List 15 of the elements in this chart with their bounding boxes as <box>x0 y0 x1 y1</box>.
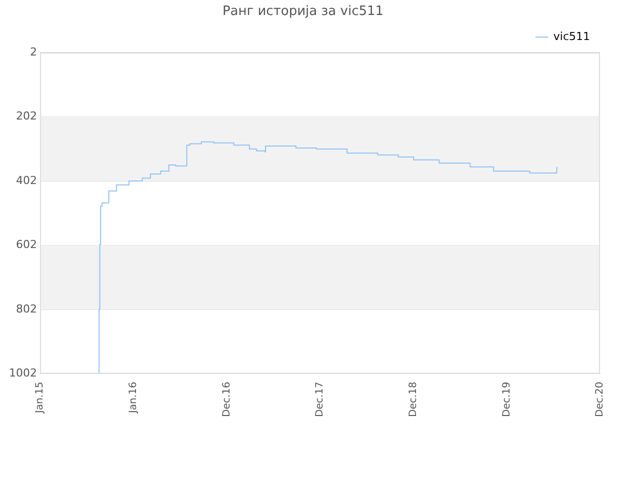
x-tick-label: Dec.19 <box>501 382 512 418</box>
y-tick-label: 602 <box>16 238 37 252</box>
x-tick-label: Dec.17 <box>314 382 326 418</box>
x-tick-label: Jan.16 <box>128 382 139 414</box>
y-tick-label: 402 <box>16 174 37 187</box>
chart-title: Ранг историја за vic511 <box>222 4 384 20</box>
y-tick-label: 202 <box>16 110 37 123</box>
y-tick-label: 1002 <box>8 366 37 380</box>
x-tick-label: Dec.18 <box>408 382 419 418</box>
y-tick-label: 2 <box>30 45 37 58</box>
x-tick-label: Jan.15 <box>34 382 46 414</box>
legend-label: vic511 <box>553 30 590 43</box>
x-tick-label: Dec.20 <box>594 382 606 418</box>
y-tick-label: 802 <box>16 302 37 316</box>
x-tick-label: Dec.16 <box>221 382 232 418</box>
